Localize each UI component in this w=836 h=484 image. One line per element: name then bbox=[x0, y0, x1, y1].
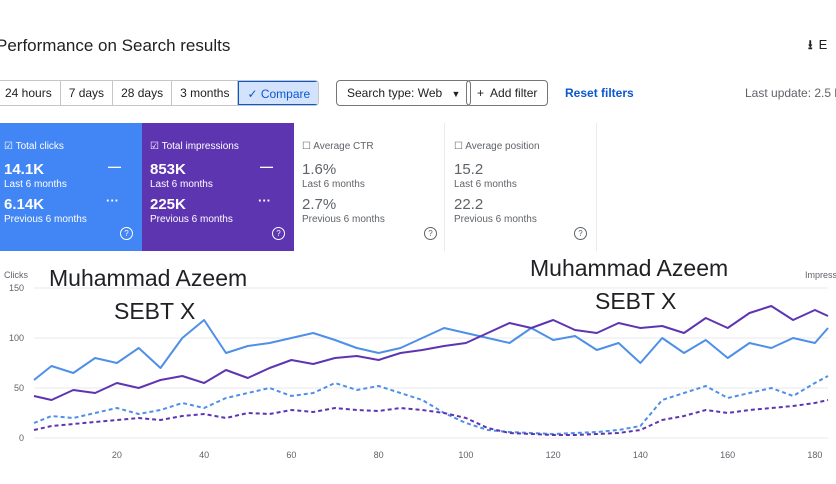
dashed-line-legend-icon: ··· bbox=[258, 193, 271, 208]
metric-prev-period: Previous 6 months bbox=[4, 214, 87, 225]
add-icon: + bbox=[477, 86, 485, 100]
metric-prev-value: 22.2 bbox=[454, 196, 484, 213]
help-icon[interactable]: ? bbox=[120, 227, 133, 240]
range-3-months[interactable]: 3 months bbox=[172, 81, 239, 105]
metric-card-average-ctr[interactable]: ☐ Average CTR 1.6% Last 6 months 2.7% Pr… bbox=[294, 123, 445, 251]
help-icon[interactable]: ? bbox=[574, 227, 587, 240]
metric-period: Last 6 months bbox=[150, 179, 213, 190]
help-icon[interactable]: ? bbox=[424, 227, 437, 240]
compare-button[interactable]: ✓ Compare bbox=[238, 81, 319, 105]
dropdown-caret-icon: ▼ bbox=[451, 89, 461, 99]
watermark-text: Muhammad Azeem bbox=[530, 255, 729, 281]
checkbox-checked-icon[interactable]: ☑ bbox=[150, 141, 159, 152]
dashed-line-legend-icon: ··· bbox=[106, 193, 119, 208]
metric-prev-period: Previous 6 months bbox=[302, 214, 385, 225]
y-axis-label-right: Impress bbox=[805, 270, 836, 280]
y-tick-label: 150 bbox=[9, 283, 24, 293]
solid-line-legend-icon: — bbox=[108, 159, 121, 174]
series-line-0 bbox=[33, 319, 829, 381]
checkbox-unchecked-icon[interactable]: ☐ bbox=[302, 141, 311, 152]
metric-prev-value: 225K bbox=[150, 196, 186, 213]
reset-filters-link[interactable]: Reset filters bbox=[565, 86, 634, 100]
range-28-days[interactable]: 28 days bbox=[113, 81, 173, 105]
metric-label: Average CTR bbox=[313, 141, 374, 152]
y-tick-label: 50 bbox=[14, 383, 24, 393]
metric-card-total-clicks[interactable]: ☑ Total clicks 14.1K Last 6 months 6.14K… bbox=[0, 123, 142, 251]
metric-period: Last 6 months bbox=[454, 179, 517, 190]
x-tick-label: 100 bbox=[458, 450, 473, 460]
series-line-1 bbox=[33, 305, 829, 401]
export-label: E bbox=[818, 37, 828, 52]
metric-value: 853K bbox=[150, 161, 186, 178]
metric-period: Last 6 months bbox=[302, 179, 365, 190]
metric-label: Average position bbox=[465, 141, 540, 152]
x-tick-label: 120 bbox=[546, 450, 561, 460]
performance-chart[interactable]: Clicks Impress 150 100 50 0 20 40 60 80 100 120 1… bbox=[0, 262, 836, 472]
y-axis-label-left: Clicks bbox=[4, 270, 28, 280]
watermark-text: Muhammad Azeem bbox=[49, 265, 248, 291]
checkbox-checked-icon[interactable]: ☑ bbox=[4, 141, 13, 152]
date-range-selector: 24 hours 7 days 28 days 3 months ✓ Compa… bbox=[0, 80, 320, 106]
metric-label: Total clicks bbox=[15, 141, 64, 152]
x-tick-label: 160 bbox=[720, 450, 735, 460]
watermark-text: SEBT X bbox=[595, 288, 677, 314]
export-button[interactable]: ⭳ E bbox=[808, 36, 827, 58]
page-title: Performance on Search results bbox=[0, 36, 231, 55]
metric-prev-period: Previous 6 months bbox=[150, 214, 233, 225]
x-tick-label: 20 bbox=[112, 450, 122, 460]
metric-value: 14.1K bbox=[4, 161, 45, 178]
metric-card-total-impressions[interactable]: ☑ Total impressions 853K Last 6 months 2… bbox=[142, 123, 294, 251]
search-type-dropdown[interactable]: Search type: Web ▼ bbox=[336, 80, 472, 106]
filter-toolbar: 24 hours 7 days 28 days 3 months ✓ Compa… bbox=[0, 80, 836, 106]
x-tick-label: 60 bbox=[286, 450, 296, 460]
watermark-text: SEBT X bbox=[114, 298, 196, 324]
metric-value: 1.6% bbox=[302, 161, 337, 178]
y-tick-label: 0 bbox=[19, 433, 24, 443]
range-24-hours[interactable]: 24 hours bbox=[0, 81, 61, 105]
download-icon: ⭳ bbox=[808, 37, 813, 52]
last-update-text: Last update: 2.5 h bbox=[745, 86, 836, 100]
add-filter-label: Add filter bbox=[490, 86, 538, 100]
metric-label: Total impressions bbox=[161, 141, 239, 152]
y-tick-label: 100 bbox=[9, 333, 24, 343]
series-line-3 bbox=[33, 399, 829, 436]
checkbox-unchecked-icon[interactable]: ☐ bbox=[454, 141, 463, 152]
metric-card-average-position[interactable]: ☐ Average position 15.2 Last 6 months 22… bbox=[446, 123, 597, 251]
metric-value: 15.2 bbox=[454, 161, 484, 178]
solid-line-legend-icon: — bbox=[260, 159, 273, 174]
x-tick-label: 140 bbox=[633, 450, 648, 460]
metric-prev-value: 2.7% bbox=[302, 196, 337, 213]
x-tick-label: 80 bbox=[374, 450, 384, 460]
help-icon[interactable]: ? bbox=[272, 227, 285, 240]
range-7-days[interactable]: 7 days bbox=[61, 81, 114, 105]
x-tick-label: 40 bbox=[199, 450, 209, 460]
add-filter-button[interactable]: + Add filter bbox=[466, 80, 549, 106]
metric-prev-period: Previous 6 months bbox=[454, 214, 537, 225]
metric-period: Last 6 months bbox=[4, 179, 67, 190]
search-type-label: Search type: Web bbox=[347, 86, 443, 100]
series-line-2 bbox=[33, 375, 829, 435]
x-tick-label: 180 bbox=[807, 450, 822, 460]
metric-prev-value: 6.14K bbox=[4, 196, 45, 213]
